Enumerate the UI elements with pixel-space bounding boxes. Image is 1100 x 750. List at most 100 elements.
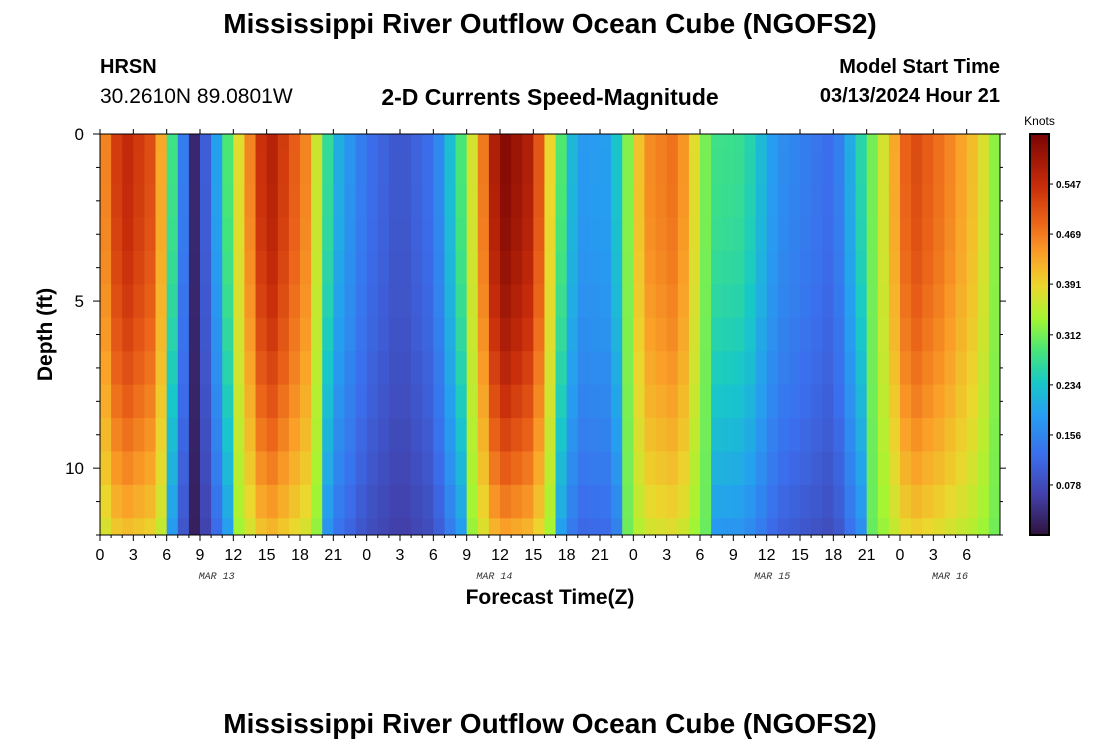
heatmap-cell bbox=[288, 518, 301, 536]
heatmap-cell bbox=[700, 418, 712, 452]
heatmap-cell bbox=[488, 418, 501, 452]
heatmap-cell bbox=[533, 184, 545, 218]
heatmap-cell bbox=[311, 217, 323, 252]
heatmap-cell bbox=[966, 518, 979, 536]
heatmap-cell bbox=[455, 284, 468, 319]
heatmap-cell bbox=[888, 217, 901, 252]
heatmap-cell bbox=[688, 284, 701, 319]
heatmap-cell bbox=[888, 418, 901, 452]
heatmap-cell bbox=[922, 518, 934, 536]
heatmap-cell bbox=[388, 284, 401, 319]
heatmap-cell bbox=[733, 484, 745, 519]
heatmap-cell bbox=[233, 134, 245, 152]
heatmap-cell bbox=[644, 418, 656, 452]
heatmap-cell bbox=[533, 134, 545, 152]
heatmap-cell bbox=[366, 418, 379, 452]
heatmap-cell bbox=[588, 217, 601, 252]
heatmap-cell bbox=[755, 134, 768, 152]
heatmap-cell bbox=[177, 518, 190, 536]
heatmap-cell bbox=[800, 134, 812, 152]
heatmap-cell bbox=[533, 284, 545, 319]
heatmap-cell bbox=[966, 184, 979, 218]
heatmap-cell bbox=[111, 284, 123, 319]
heatmap-cell bbox=[233, 217, 245, 252]
heatmap-cell bbox=[700, 250, 712, 285]
heatmap-cell bbox=[644, 134, 656, 152]
heatmap-cell bbox=[744, 418, 756, 452]
heatmap-cell bbox=[766, 451, 779, 486]
heatmap-cell bbox=[455, 418, 468, 452]
heatmap-cell bbox=[255, 250, 268, 285]
heatmap-cell bbox=[344, 217, 356, 252]
heatmap-cell bbox=[111, 134, 123, 152]
heatmap-cell bbox=[788, 150, 801, 185]
heatmap-cell bbox=[677, 351, 690, 386]
heatmap-cell bbox=[588, 418, 601, 452]
heatmap-cell bbox=[344, 451, 356, 486]
heatmap-cell bbox=[855, 518, 868, 536]
heatmap-cell bbox=[233, 150, 245, 185]
heatmap-cell bbox=[677, 317, 690, 352]
heatmap-cell bbox=[622, 284, 634, 319]
heatmap-cell bbox=[200, 284, 212, 319]
heatmap-cell bbox=[977, 184, 990, 218]
colorbar-tick-label: 0.156 bbox=[1056, 431, 1081, 442]
heatmap-cell bbox=[411, 184, 423, 218]
heatmap-cell bbox=[800, 418, 812, 452]
heatmap-cell bbox=[311, 250, 323, 285]
heatmap-cell bbox=[744, 184, 756, 218]
heatmap-cell bbox=[655, 217, 668, 252]
heatmap-cell bbox=[244, 284, 256, 319]
heatmap-cell bbox=[944, 150, 956, 185]
heatmap-cell bbox=[855, 418, 868, 452]
x-tick-label: 15 bbox=[258, 547, 276, 564]
heatmap-cell bbox=[888, 250, 901, 285]
heatmap-cell bbox=[344, 250, 356, 285]
heatmap-cell bbox=[177, 217, 190, 252]
heatmap-cell bbox=[466, 451, 479, 486]
heatmap-cell bbox=[611, 384, 623, 419]
heatmap-cell bbox=[922, 284, 934, 319]
heatmap-cell bbox=[300, 384, 312, 419]
heatmap-cell bbox=[311, 351, 323, 386]
heatmap-cell bbox=[155, 484, 168, 519]
heatmap-cell bbox=[433, 250, 445, 285]
heatmap-cell bbox=[566, 484, 579, 519]
heatmap-cell bbox=[122, 484, 134, 519]
heatmap-cell bbox=[755, 284, 768, 319]
heatmap-cell bbox=[211, 184, 223, 218]
heatmap-cell bbox=[322, 351, 334, 386]
heatmap-cells bbox=[100, 134, 1001, 536]
heatmap-cell bbox=[166, 150, 179, 185]
heatmap-cell bbox=[233, 418, 245, 452]
heatmap-cell bbox=[133, 484, 145, 519]
heatmap-cell bbox=[411, 451, 423, 486]
heatmap-cell bbox=[633, 451, 645, 486]
heatmap-cell bbox=[488, 484, 501, 519]
heatmap-cell bbox=[244, 250, 256, 285]
heatmap-cell bbox=[688, 150, 701, 185]
heatmap-cell bbox=[711, 150, 723, 185]
heatmap-cell bbox=[811, 418, 823, 452]
heatmap-cell bbox=[122, 217, 134, 252]
heatmap-cell bbox=[600, 317, 612, 352]
heatmap-cell bbox=[566, 150, 579, 185]
heatmap-cell bbox=[477, 484, 490, 519]
heatmap-cell bbox=[766, 217, 779, 252]
heatmap-cell bbox=[244, 418, 256, 452]
heatmap-cell bbox=[155, 134, 168, 152]
heatmap-cell bbox=[744, 384, 756, 419]
heatmap-cell bbox=[833, 418, 845, 452]
heatmap-cell bbox=[477, 351, 490, 386]
heatmap-cell bbox=[233, 451, 245, 486]
heatmap-cell bbox=[544, 250, 556, 285]
heatmap-cell bbox=[377, 317, 390, 352]
heatmap-cell bbox=[600, 518, 612, 536]
heatmap-cell bbox=[266, 484, 279, 519]
heatmap-cell bbox=[255, 150, 268, 185]
heatmap-cell bbox=[377, 284, 390, 319]
heatmap-cell bbox=[744, 518, 756, 536]
heatmap-cell bbox=[622, 217, 634, 252]
heatmap-cell bbox=[255, 418, 268, 452]
heatmap-cell bbox=[211, 384, 223, 419]
